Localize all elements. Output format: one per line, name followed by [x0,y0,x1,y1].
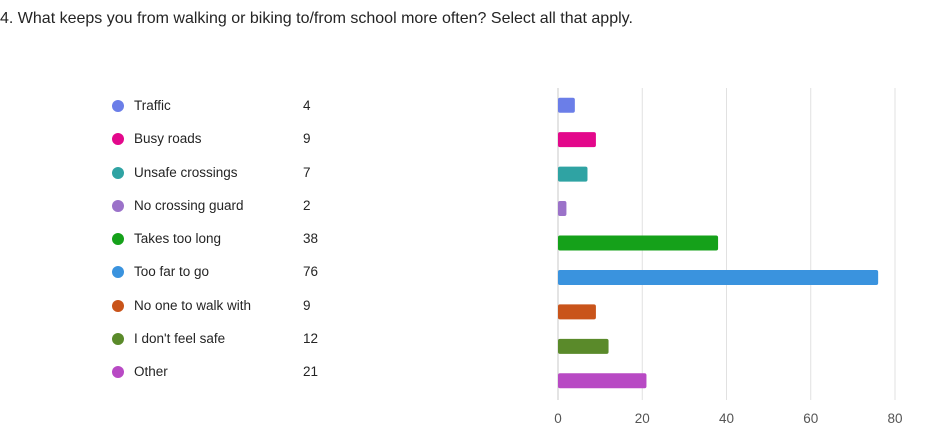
legend-swatch [112,166,124,179]
x-tick-label: 40 [719,411,734,426]
bar[interactable] [558,166,588,182]
legend-swatch [112,233,124,246]
x-tick-label: 60 [803,411,818,426]
legend-item: I don't feel safe 12 [110,323,340,356]
legend-count: 4 [303,98,311,113]
legend-label: Other [134,364,168,380]
legend-label: No one to walk with [134,297,252,313]
legend-label: Takes too long [134,231,222,247]
legend-label: I don't feel safe [134,331,226,347]
legend-swatch [112,100,124,112]
x-tick-label: 0 [554,411,562,426]
legend-item: Takes too long 38 [110,223,340,256]
bar[interactable] [558,201,567,217]
question-title: 4. What keeps you from walking or biking… [0,10,633,27]
bar[interactable] [558,373,647,389]
legend-item: No crossing guard 2 [110,190,340,223]
legend-count: 2 [303,197,311,213]
bar[interactable] [558,132,596,148]
bar[interactable] [558,338,609,354]
legend-swatch [112,299,124,312]
legend-item: Too far to go 76 [110,256,340,289]
legend-item: Busy roads 9 [110,123,340,156]
legend-item: Other 21 [110,356,340,389]
bar[interactable] [558,304,596,320]
legend-label: No crossing guard [134,197,244,213]
legend-label: Traffic [134,98,171,113]
legend-item: Unsafe crossings 7 [110,157,340,190]
legend-count: 7 [303,164,311,180]
legend-count: 76 [303,264,319,280]
x-tick-label: 20 [635,411,650,426]
legend-swatch [112,266,124,279]
bar[interactable] [558,269,879,285]
legend-swatch [112,333,124,346]
legend-count: 21 [303,364,319,380]
legend-item: No one to walk with 9 [110,290,340,323]
bar[interactable] [558,235,719,251]
legend-count: 9 [303,297,311,313]
legend-label: Busy roads [134,131,202,147]
legend-count: 38 [303,231,319,247]
legend-count: 9 [303,131,311,147]
legend-label: Too far to go [134,264,210,280]
legend-count: 12 [303,331,319,347]
bar[interactable] [558,97,575,113]
legend-swatch [112,199,124,212]
legend-label: Unsafe crossings [134,164,238,180]
legend-swatch [112,133,124,146]
legend-swatch [112,366,124,379]
chart-legend: Traffic 4 Busy roads 9 Unsafe crossings 7 No c… [110,90,340,390]
x-tick-label: 80 [887,411,902,426]
legend-item: Traffic 4 [110,90,340,123]
